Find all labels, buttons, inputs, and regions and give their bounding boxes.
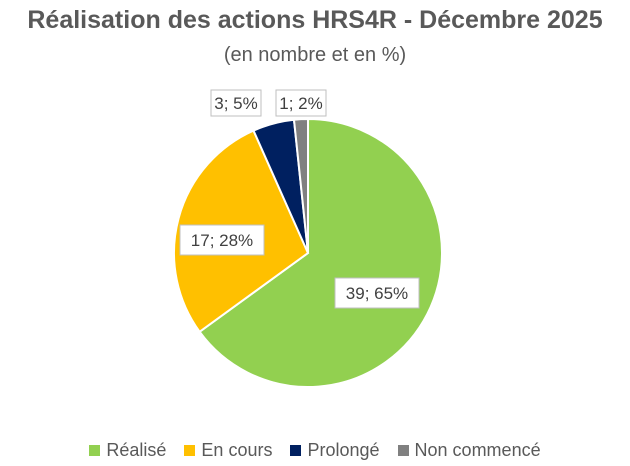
legend-label: Prolongé — [307, 440, 380, 460]
legend-label: Non commencé — [414, 440, 541, 460]
data-label-text: 3; 5% — [214, 94, 257, 113]
data-label: 39; 65% — [334, 277, 420, 309]
legend-label: En cours — [201, 440, 273, 460]
data-label-text: 39; 65% — [346, 284, 408, 303]
data-label-text: 17; 28% — [191, 231, 253, 250]
legend-swatch — [89, 445, 101, 456]
data-label: 3; 5% — [210, 89, 262, 117]
legend-item: Réalisé — [89, 440, 166, 461]
data-label: 17; 28% — [179, 224, 265, 256]
legend-item: En cours — [184, 440, 272, 461]
legend-swatch — [184, 445, 196, 456]
legend-label: Réalisé — [106, 440, 167, 460]
chart-title: Réalisation des actions HRS4R - Décembre… — [27, 6, 603, 34]
legend: Réalisé En cours Prolongé Non commencé — [0, 440, 630, 461]
legend-item: Prolongé — [290, 440, 380, 461]
legend-swatch — [290, 445, 302, 456]
data-label-text: 1; 2% — [279, 94, 322, 113]
chart-subtitle: (en nombre et en %) — [223, 44, 407, 66]
legend-swatch — [397, 445, 409, 456]
pie-slice-non-commencé — [292, 117, 309, 254]
data-label: 1; 2% — [275, 89, 327, 117]
pie-slice-réalisé — [198, 117, 443, 388]
legend-item: Non commencé — [397, 440, 541, 461]
